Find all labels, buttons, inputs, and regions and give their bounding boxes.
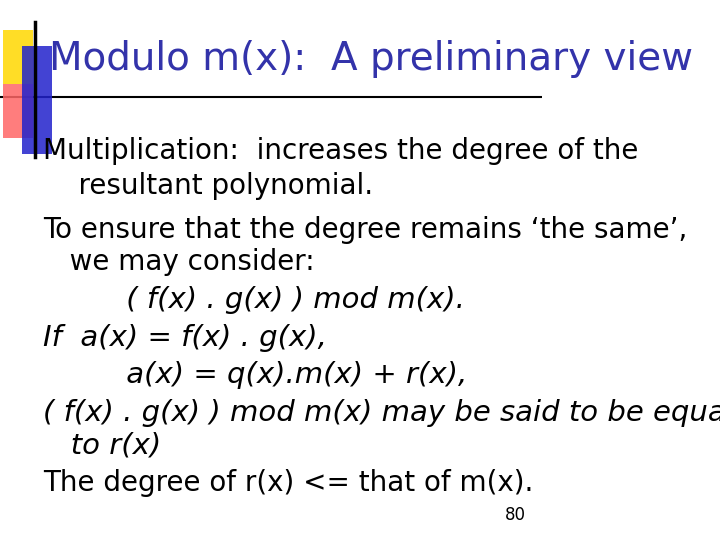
Text: ( f(x) . g(x) ) mod m(x) may be said to be equal: ( f(x) . g(x) ) mod m(x) may be said to …	[43, 399, 720, 427]
Text: The degree of r(x) <= that of m(x).: The degree of r(x) <= that of m(x).	[43, 469, 534, 497]
Text: 80: 80	[505, 506, 526, 524]
FancyBboxPatch shape	[22, 100, 52, 154]
Text: If  a(x) = f(x) . g(x),: If a(x) = f(x) . g(x),	[43, 323, 328, 352]
Text: Multiplication:  increases the degree of the: Multiplication: increases the degree of …	[43, 137, 639, 165]
Text: Modulo m(x):  A preliminary view: Modulo m(x): A preliminary view	[49, 40, 693, 78]
Text: ( f(x) . g(x) ) mod m(x).: ( f(x) . g(x) ) mod m(x).	[43, 286, 465, 314]
Text: to r(x): to r(x)	[43, 431, 162, 460]
Text: we may consider:: we may consider:	[43, 248, 315, 276]
FancyBboxPatch shape	[22, 46, 52, 100]
Text: a(x) = q(x).m(x) + r(x),: a(x) = q(x).m(x) + r(x),	[43, 361, 468, 389]
Text: To ensure that the degree remains ‘the same’,: To ensure that the degree remains ‘the s…	[43, 215, 688, 244]
FancyBboxPatch shape	[3, 30, 32, 84]
FancyBboxPatch shape	[3, 84, 32, 138]
Text: resultant polynomial.: resultant polynomial.	[43, 172, 374, 200]
